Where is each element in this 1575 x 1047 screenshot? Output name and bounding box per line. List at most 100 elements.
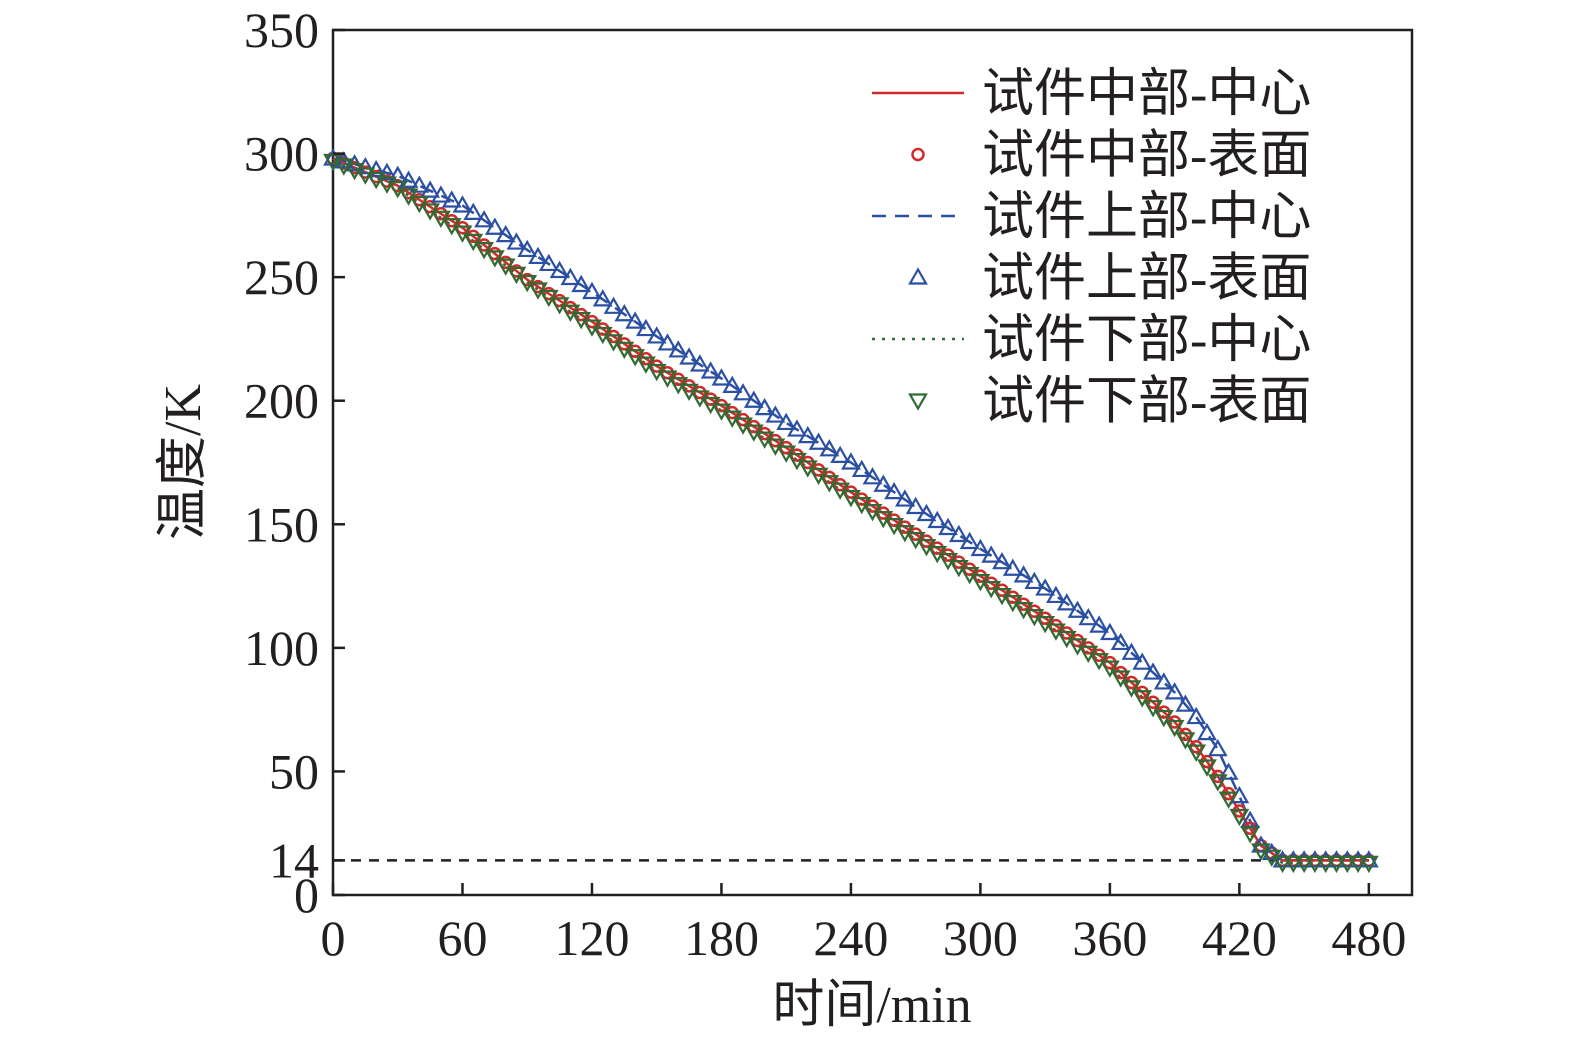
series-marker — [1132, 690, 1153, 708]
legend-label: 试件上部-中心 — [982, 189, 1311, 246]
series-marker — [1056, 593, 1077, 611]
legend-marker-swatch — [908, 393, 928, 411]
series-marker — [1153, 709, 1174, 728]
series-marker — [1046, 585, 1066, 604]
series-marker — [700, 361, 721, 379]
y-tick-label: 150 — [244, 496, 319, 552]
series-marker — [733, 383, 753, 401]
x-tick-label: 120 — [554, 910, 629, 966]
series-marker — [506, 232, 527, 250]
x-tick-label: 60 — [437, 910, 487, 966]
series-marker — [474, 210, 494, 228]
series-marker — [884, 481, 904, 500]
plot-frame — [331, 28, 1414, 897]
series-marker — [1110, 670, 1131, 688]
series-marker — [808, 432, 829, 450]
series-marker — [582, 281, 602, 300]
legend-entry: 试件中部-表面 — [911, 128, 1311, 185]
x-tick-label: 480 — [1331, 910, 1406, 966]
series-marker — [927, 510, 948, 529]
series-marker — [1348, 855, 1368, 874]
x-tick-label: 180 — [684, 910, 759, 966]
series-marker — [1035, 578, 1056, 596]
series-marker — [625, 311, 646, 329]
series-marker — [1197, 759, 1217, 777]
series-marker — [614, 303, 635, 322]
series-marker — [689, 354, 710, 372]
series-marker — [851, 459, 872, 478]
y-tick-label: 50 — [269, 743, 319, 799]
series-marker — [765, 405, 786, 423]
legend-label: 试件下部-中心 — [982, 312, 1311, 369]
series-marker — [1164, 682, 1185, 700]
series-marker — [474, 242, 494, 260]
series-marker — [571, 274, 592, 293]
series-marker — [754, 397, 775, 416]
series-marker — [1153, 672, 1174, 690]
series-marker — [323, 148, 343, 166]
series-marker — [830, 445, 851, 464]
series-marker — [1175, 732, 1196, 750]
series-marker — [668, 340, 689, 358]
series-marker — [452, 195, 473, 213]
series-marker — [441, 190, 462, 208]
series-marker — [592, 289, 613, 307]
series-marker — [495, 258, 516, 276]
series-marker — [1067, 600, 1088, 618]
legend-label: 试件中部-中心 — [982, 66, 1311, 123]
series-marker — [981, 545, 1002, 563]
series-marker — [452, 225, 473, 243]
series-marker — [743, 390, 764, 408]
y-tick-label: 200 — [244, 373, 319, 429]
series-marker — [679, 347, 699, 365]
series-marker — [636, 318, 656, 337]
x-tick-label: 420 — [1202, 910, 1277, 966]
series-marker — [841, 452, 861, 470]
series-marker — [484, 250, 505, 268]
y-tick-label: 14 — [269, 832, 319, 888]
series-marker — [970, 538, 991, 557]
series-marker — [1121, 680, 1142, 698]
series-marker — [1186, 744, 1207, 762]
series-marker — [1175, 694, 1196, 712]
series-marker — [905, 496, 926, 515]
series-marker — [560, 267, 581, 286]
legend-label: 试件下部-表面 — [982, 374, 1311, 431]
series-marker — [528, 246, 548, 265]
series-marker — [1229, 808, 1250, 827]
y-tick-label: 250 — [244, 249, 319, 305]
series-marker — [1110, 632, 1131, 651]
series-marker — [538, 253, 559, 272]
y-tick-label: 300 — [244, 126, 319, 182]
series-marker — [948, 524, 969, 543]
y-axis-title: 温度/K — [155, 384, 212, 540]
series-marker — [657, 333, 678, 351]
series-marker — [1261, 842, 1282, 861]
series-marker — [420, 180, 441, 198]
series-marker — [463, 202, 484, 220]
series-marker — [1164, 719, 1185, 738]
series-marker — [873, 474, 894, 492]
series-3 — [332, 157, 1369, 862]
series-marker — [776, 412, 797, 431]
series-marker — [549, 260, 570, 279]
legend-label: 试件上部-表面 — [982, 251, 1311, 308]
series-marker — [603, 296, 624, 314]
x-axis-title: 时间/min — [772, 977, 971, 1034]
series-marker — [1089, 615, 1109, 633]
legend-marker-swatch — [908, 267, 928, 285]
series-marker — [409, 175, 430, 193]
series-line — [332, 157, 1369, 862]
series-4 — [323, 148, 1379, 868]
series-marker — [444, 213, 459, 228]
series-marker — [463, 233, 484, 252]
x-tick-label: 0 — [321, 910, 346, 966]
series-marker — [1099, 660, 1120, 678]
series-marker — [646, 326, 667, 344]
series-marker — [1143, 700, 1163, 718]
series-marker — [992, 551, 1012, 570]
series-marker — [787, 419, 807, 437]
y-tick-label: 0 — [294, 867, 319, 923]
series-marker — [477, 238, 491, 252]
